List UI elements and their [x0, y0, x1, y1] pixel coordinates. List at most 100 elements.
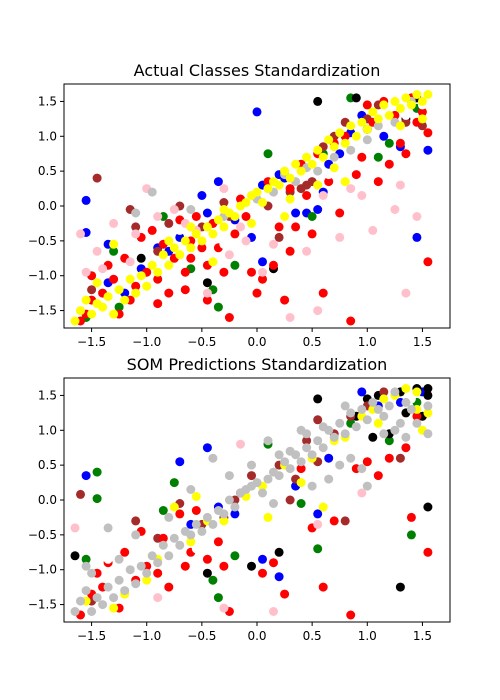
data-point [423, 257, 433, 267]
data-point [307, 159, 317, 169]
data-point [285, 495, 295, 505]
data-point [285, 246, 295, 256]
x-tick-label: −1.5 [77, 335, 106, 349]
data-point [329, 152, 339, 162]
data-point [131, 208, 141, 218]
x-tick-label: 1.5 [413, 629, 432, 643]
data-point [362, 135, 372, 145]
data-point [219, 239, 229, 249]
data-point [318, 502, 328, 512]
data-point [252, 187, 262, 197]
data-point [202, 278, 212, 288]
chart-title: Actual Classes Standardization [134, 61, 381, 80]
data-point [285, 173, 295, 183]
data-point [285, 194, 295, 204]
y-tick-label: 0.5 [38, 164, 57, 178]
data-point [81, 267, 91, 277]
data-point [169, 243, 179, 253]
data-point [153, 299, 163, 309]
data-point [191, 212, 201, 221]
data-point [390, 96, 400, 106]
data-point [280, 457, 290, 467]
data-point [236, 439, 245, 449]
data-point [313, 166, 323, 176]
data-point [263, 184, 273, 194]
data-point [175, 540, 185, 550]
data-point [76, 596, 85, 606]
data-point [274, 232, 284, 242]
data-point [412, 411, 422, 421]
data-point [224, 250, 234, 260]
data-point [92, 467, 102, 477]
data-point [164, 236, 174, 246]
data-point [147, 187, 157, 197]
data-point [142, 568, 152, 578]
data-point [346, 145, 356, 155]
data-point [247, 561, 256, 571]
data-point [98, 302, 108, 312]
data-point [313, 96, 323, 106]
data-point [379, 131, 389, 141]
data-point [296, 464, 306, 474]
data-point [186, 222, 196, 232]
data-point [318, 152, 328, 162]
data-point [202, 295, 212, 305]
data-point [340, 401, 350, 411]
data-point [307, 481, 317, 491]
data-point [423, 401, 433, 411]
data-point [158, 250, 168, 260]
data-point [313, 205, 323, 214]
data-point [258, 257, 267, 267]
data-point [302, 152, 312, 162]
data-point [357, 191, 367, 200]
data-point [131, 229, 141, 239]
data-point [186, 485, 196, 494]
data-point [296, 198, 306, 207]
data-point [351, 422, 361, 432]
x-tick-label: 0.0 [247, 629, 266, 643]
data-point [114, 575, 124, 585]
data-point [114, 285, 124, 295]
data-point [296, 425, 306, 435]
data-point [340, 177, 350, 187]
data-point [213, 593, 223, 603]
data-point [213, 302, 223, 312]
data-point [401, 149, 411, 159]
y-tick-label: 0.0 [38, 493, 57, 507]
data-point [263, 512, 273, 522]
data-point [280, 166, 290, 176]
data-point [351, 170, 361, 180]
data-point [368, 432, 378, 442]
data-point [351, 446, 361, 456]
data-point [247, 218, 256, 228]
data-point [164, 218, 174, 228]
data-point [335, 208, 345, 218]
x-tick-label: 1.0 [358, 335, 377, 349]
data-point [153, 212, 163, 221]
data-point [384, 138, 394, 148]
data-point [335, 128, 345, 138]
data-point [120, 239, 130, 249]
data-point [362, 100, 372, 110]
data-point [169, 478, 179, 488]
data-point [384, 110, 394, 120]
data-point [423, 90, 433, 99]
data-point [136, 253, 146, 263]
data-point [186, 205, 196, 214]
data-point [351, 93, 361, 103]
data-point [224, 313, 234, 322]
data-point [324, 170, 334, 180]
data-point [81, 554, 91, 564]
data-point [368, 107, 378, 117]
chart-actual-classes: Actual Classes Standardization −1.5 −1.0−… [28, 61, 451, 349]
data-point [395, 138, 405, 148]
data-point [213, 537, 223, 547]
data-point [98, 600, 108, 610]
data-point [395, 453, 405, 463]
data-point [285, 313, 295, 322]
data-point [318, 582, 328, 592]
chart-title: SOM Predictions Standardization [127, 355, 388, 374]
data-point [318, 191, 328, 200]
data-point [357, 464, 367, 474]
